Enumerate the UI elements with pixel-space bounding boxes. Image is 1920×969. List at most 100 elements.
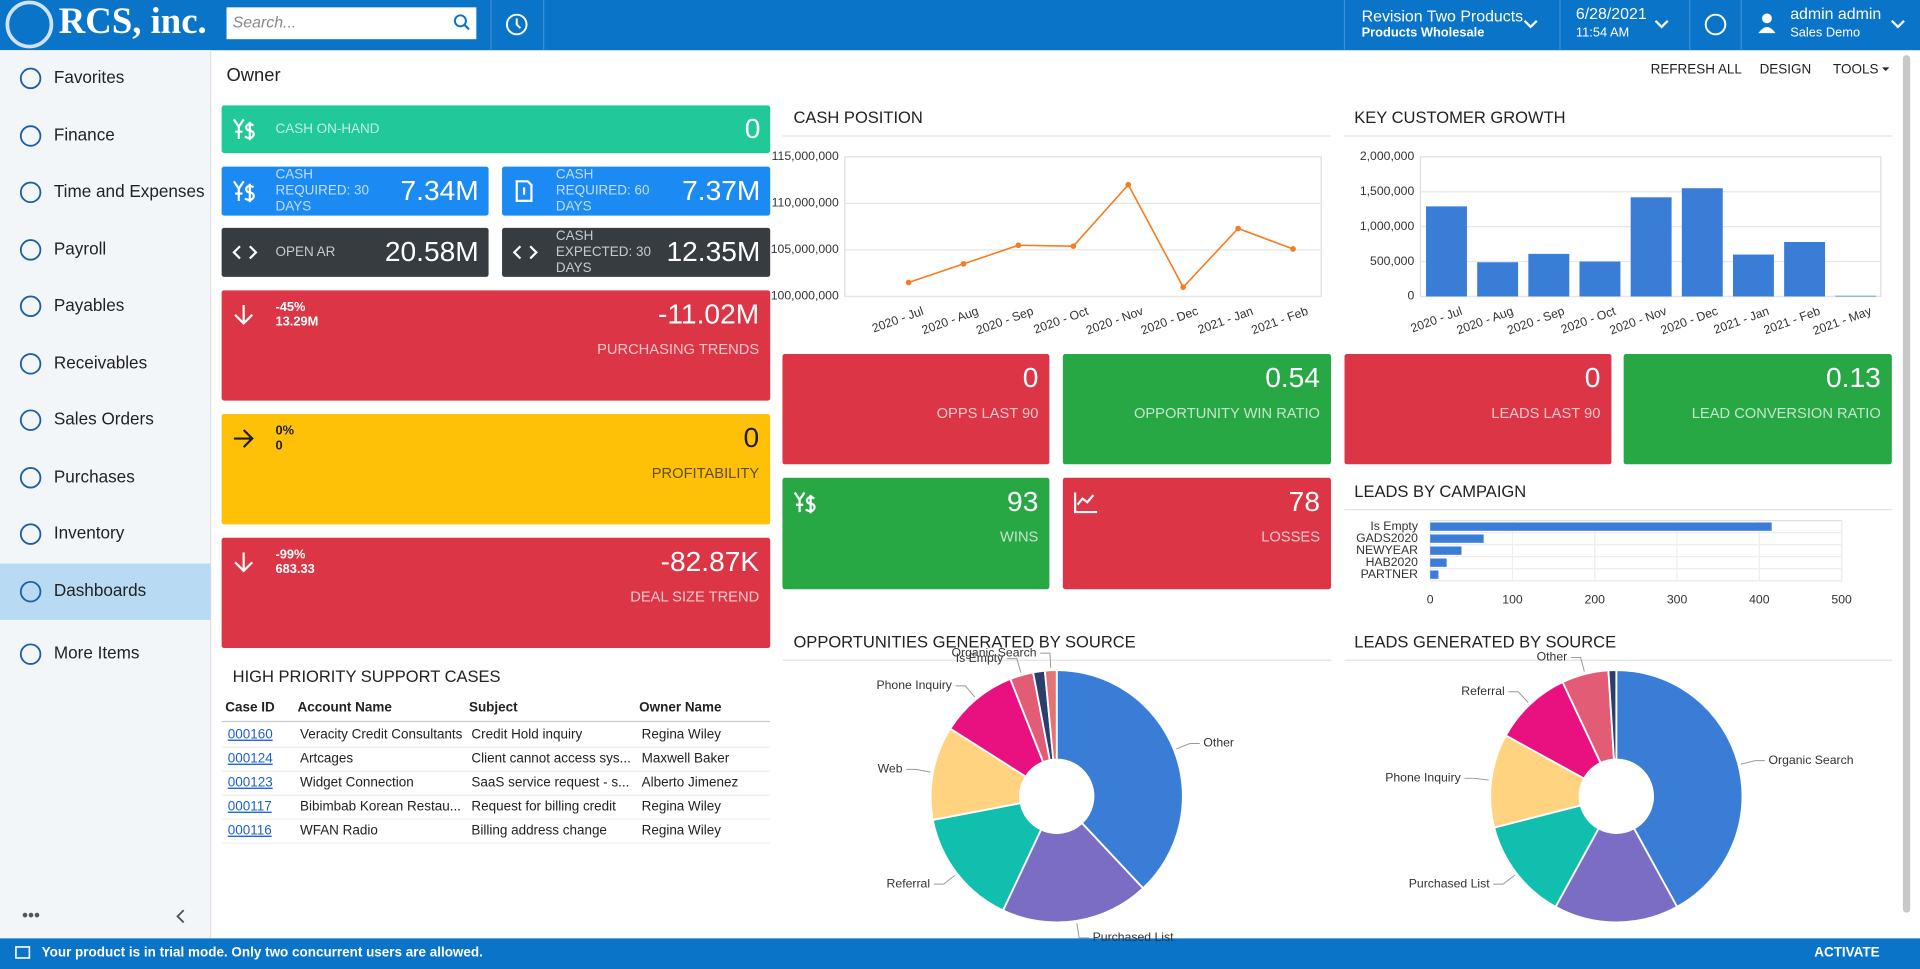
currency-icon [232, 118, 255, 141]
sidebar-icon[interactable] [19, 409, 42, 431]
line-point [1125, 181, 1132, 188]
tile-value: 0 [1585, 362, 1601, 393]
activate-button[interactable]: ACTIVATE [1814, 945, 1879, 960]
sidebar-item[interactable]: Payables [54, 295, 124, 315]
x-tick-label: 300 [1667, 592, 1688, 606]
user-name[interactable]: admin admin [1790, 6, 1881, 23]
tile[interactable] [1344, 354, 1612, 465]
code-icon [512, 245, 538, 260]
sidebar-item[interactable]: Finance [54, 125, 115, 145]
tile[interactable] [221, 414, 771, 525]
pie-slice[interactable] [931, 802, 1043, 912]
company[interactable]: Revision Two Products [1362, 8, 1524, 25]
sidebar-icon[interactable] [19, 67, 42, 90]
table-title: HIGH PRIORITY SUPPORT CASES [233, 667, 501, 686]
case-link[interactable]: 000116 [228, 823, 272, 838]
tile-label: LEADS LAST 90 [1491, 406, 1600, 422]
line-series [908, 183, 1294, 289]
pie-slice[interactable] [1489, 734, 1586, 829]
leader-line [955, 685, 976, 698]
tile-label: DAYS [556, 199, 592, 214]
sidebar-icon[interactable] [19, 295, 42, 317]
tile-label: CASH [276, 167, 313, 182]
user-icon-body [1758, 26, 1776, 34]
scrollbar [1902, 55, 1911, 913]
pie-slice[interactable] [929, 727, 1027, 821]
tile[interactable] [1062, 477, 1332, 590]
y-tick-label: 110,000,000 [772, 196, 839, 210]
pie-slice[interactable] [1607, 669, 1618, 761]
bar [1630, 197, 1672, 297]
pie-slice[interactable] [1493, 804, 1600, 909]
tile[interactable] [1623, 354, 1892, 465]
bar [1430, 522, 1772, 531]
x-tick-label: 100 [1502, 592, 1523, 606]
sidebar-item[interactable]: Payroll [54, 238, 106, 258]
user-icon-head[interactable] [1762, 13, 1772, 24]
business-time: 11:54 AM [1576, 24, 1629, 39]
sidebar-item[interactable]: Purchases [54, 466, 135, 486]
tile-label: LEAD CONVERSION RATIO [1692, 406, 1881, 422]
collapse-icon[interactable] [176, 909, 185, 924]
sidebar-icon[interactable] [19, 125, 42, 147]
tile-value: -11.02M [658, 298, 759, 329]
leader-line [1740, 760, 1765, 765]
arrow-right-icon [233, 429, 254, 448]
slice-label: Purchased List [1409, 876, 1491, 890]
case-link[interactable]: 000160 [228, 727, 273, 742]
sidebar-item[interactable]: Time and Expenses [54, 181, 205, 201]
pie-slice[interactable] [1615, 669, 1744, 909]
table-cell: Billing address change [471, 823, 607, 838]
case-link[interactable]: 000124 [228, 751, 273, 766]
tile[interactable] [782, 477, 1050, 590]
logo: RCS, inc. [59, 0, 207, 41]
pie-slice[interactable] [1055, 669, 1184, 890]
pie-slice[interactable] [1043, 669, 1058, 761]
sidebar-selected [0, 563, 211, 620]
sidebar-icon[interactable] [19, 467, 42, 489]
tile[interactable] [502, 227, 771, 277]
help-icon[interactable] [1704, 13, 1727, 36]
sidebar-item[interactable]: Receivables [54, 352, 147, 372]
page-action[interactable]: DESIGN [1760, 61, 1812, 76]
bar [1784, 241, 1826, 297]
page-action[interactable]: REFRESH ALL [1651, 61, 1743, 76]
x-tick-label: 400 [1749, 592, 1770, 606]
bar [1430, 546, 1462, 555]
search-icon[interactable] [453, 14, 467, 28]
y-tick-label: GADS2020 [1356, 531, 1418, 545]
tile[interactable] [221, 166, 489, 216]
case-link[interactable]: 000123 [228, 775, 273, 790]
sidebar-icon[interactable] [19, 643, 42, 665]
business-date[interactable]: 6/28/2021 [1576, 6, 1647, 23]
sidebar-icon[interactable] [19, 580, 42, 603]
sidebar-more-dots[interactable]: ••• [22, 905, 40, 925]
sidebar-item[interactable]: Inventory [54, 523, 125, 543]
sidebar-icon[interactable] [19, 181, 42, 204]
history-icon[interactable] [505, 13, 528, 36]
slice-label: Is Empty [956, 651, 1004, 665]
sidebar-icon[interactable] [19, 353, 42, 375]
tile[interactable] [782, 354, 1050, 465]
tile-trend: 0 [276, 437, 283, 452]
tile[interactable] [221, 105, 771, 154]
sidebar-item[interactable]: Sales Orders [54, 409, 154, 429]
tools-caret [1882, 67, 1890, 72]
sidebar-icon[interactable] [19, 523, 42, 545]
search-box[interactable] [226, 7, 477, 40]
bar [1477, 262, 1519, 297]
sidebar-icon[interactable] [19, 239, 42, 261]
tile[interactable] [221, 290, 771, 401]
page-action[interactable]: TOOLS [1833, 61, 1878, 76]
table-cell: Client cannot access sys... [471, 751, 630, 766]
tile[interactable] [1062, 354, 1332, 465]
tile[interactable] [221, 227, 489, 277]
tile[interactable] [502, 166, 771, 216]
tile[interactable] [221, 537, 771, 649]
sidebar-item[interactable]: Favorites [54, 67, 124, 87]
sidebar-item[interactable]: More Items [54, 643, 140, 663]
pie-slice[interactable] [1001, 821, 1145, 924]
case-link[interactable]: 000117 [228, 799, 272, 814]
trial-message: Your product is in trial mode. Only two … [42, 945, 483, 960]
sidebar-item[interactable]: Dashboards [54, 580, 146, 600]
